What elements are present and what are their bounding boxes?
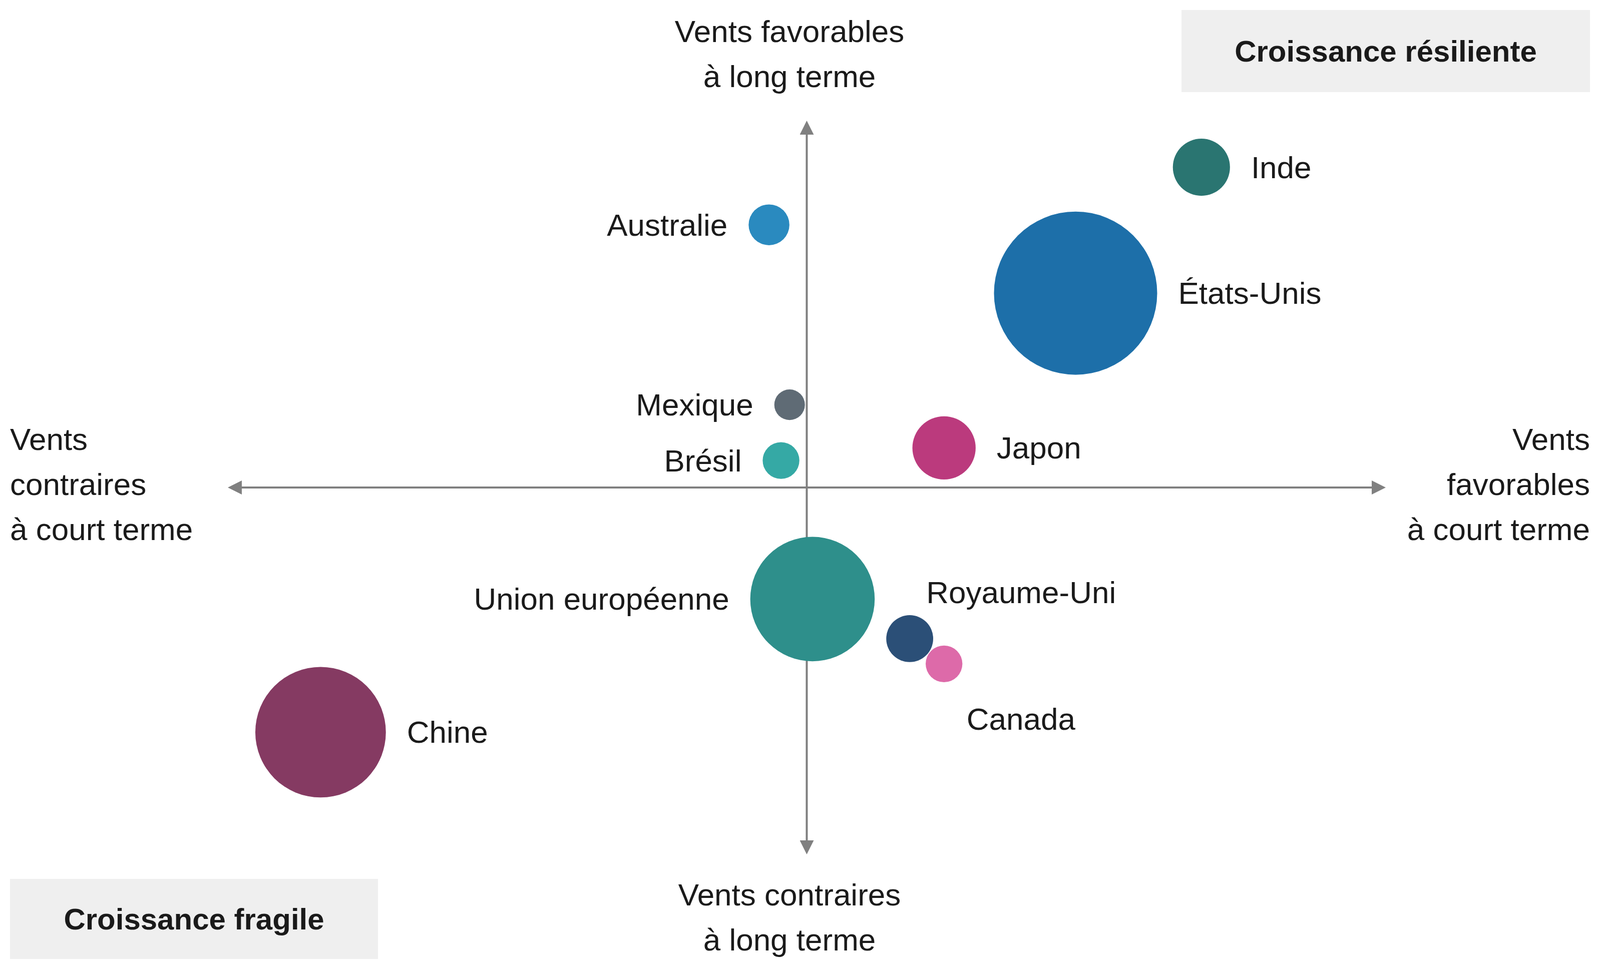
svg-text:États-Unis: États-Unis — [1177, 275, 1322, 311]
svg-text:Inde: Inde — [1251, 150, 1312, 185]
html-text:Vents contraires à long terme: Vents contraires à long terme — [678, 877, 901, 958]
svg-text:Chine: Chine — [407, 714, 489, 750]
svg-text:Brésil: Brésil — [663, 443, 742, 479]
html-text:Vents contraires à court terme: Vents contraires à court terme — [10, 422, 193, 547]
svg-text:Mexique: Mexique — [635, 387, 753, 423]
svg-text:Australie: Australie — [606, 207, 728, 243]
html-text:Croissance résiliente: Croissance résiliente — [1234, 34, 1537, 68]
svg-text:Japon: Japon — [996, 430, 1082, 466]
svg-text:Royaume-Uni: Royaume-Uni — [926, 575, 1116, 610]
html-text:Croissance fragile: Croissance fragile — [63, 902, 325, 936]
html-text:Vents favorables à long terme: Vents favorables à long terme — [674, 14, 905, 94]
svg-text:Canada: Canada — [966, 701, 1076, 737]
html-text:Vents favorables à court terme: Vents favorables à court terme — [1407, 422, 1590, 547]
svg-text:Union européenne: Union européenne — [473, 581, 729, 617]
